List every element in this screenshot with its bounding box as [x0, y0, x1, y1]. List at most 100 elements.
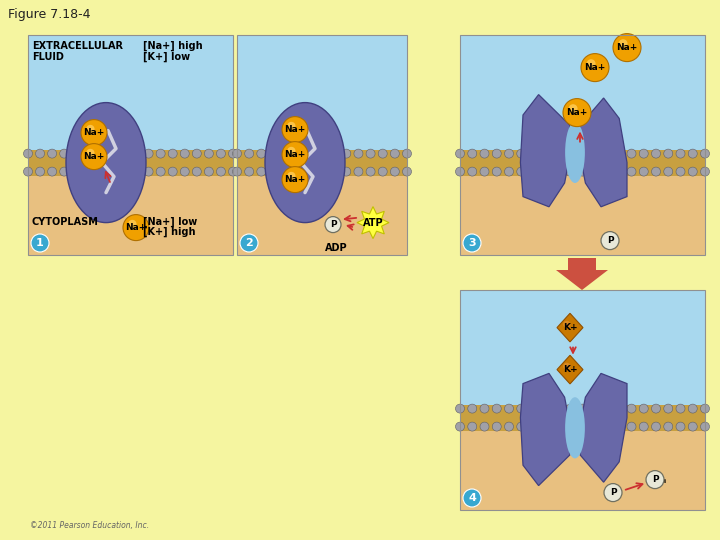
Circle shape	[563, 321, 570, 328]
Circle shape	[627, 149, 636, 158]
Circle shape	[468, 404, 477, 413]
Circle shape	[618, 39, 628, 48]
Circle shape	[615, 422, 624, 431]
Text: Na+: Na+	[84, 152, 104, 161]
Circle shape	[192, 149, 202, 158]
Circle shape	[287, 172, 295, 180]
Circle shape	[305, 167, 315, 176]
Circle shape	[402, 167, 412, 176]
Polygon shape	[580, 373, 627, 482]
Circle shape	[541, 422, 550, 431]
Circle shape	[168, 167, 177, 176]
Text: P: P	[330, 220, 336, 229]
Circle shape	[330, 149, 338, 158]
Bar	[28, 150, 233, 176]
Circle shape	[120, 149, 129, 158]
Circle shape	[96, 149, 105, 158]
Circle shape	[354, 167, 363, 176]
Circle shape	[581, 53, 609, 82]
Circle shape	[578, 422, 587, 431]
Circle shape	[128, 220, 137, 228]
Circle shape	[282, 167, 308, 193]
Circle shape	[31, 234, 49, 252]
Circle shape	[492, 149, 501, 158]
Circle shape	[305, 149, 315, 158]
Circle shape	[505, 404, 513, 413]
Circle shape	[578, 149, 587, 158]
Circle shape	[627, 422, 636, 431]
Circle shape	[505, 167, 513, 176]
Circle shape	[81, 119, 107, 146]
Circle shape	[505, 422, 513, 431]
Circle shape	[35, 149, 45, 158]
Circle shape	[688, 149, 697, 158]
Circle shape	[601, 232, 619, 249]
Circle shape	[578, 167, 587, 176]
Circle shape	[517, 404, 526, 413]
Text: CYTOPLASM: CYTOPLASM	[32, 217, 99, 227]
Circle shape	[664, 422, 672, 431]
Ellipse shape	[265, 103, 345, 222]
Polygon shape	[556, 258, 608, 290]
Bar	[28, 35, 233, 150]
Circle shape	[281, 167, 290, 176]
Circle shape	[566, 167, 575, 176]
Circle shape	[245, 167, 253, 176]
Circle shape	[688, 422, 697, 431]
Bar	[460, 35, 705, 150]
Circle shape	[86, 125, 94, 133]
Circle shape	[217, 167, 225, 176]
Circle shape	[517, 422, 526, 431]
Text: FLUID: FLUID	[32, 52, 64, 62]
Circle shape	[228, 167, 238, 176]
Circle shape	[257, 149, 266, 158]
Circle shape	[554, 404, 562, 413]
Circle shape	[652, 149, 660, 158]
Bar	[460, 290, 705, 404]
Circle shape	[233, 167, 241, 176]
Circle shape	[529, 422, 538, 431]
Text: 1: 1	[36, 238, 44, 248]
Text: Na+: Na+	[125, 223, 147, 232]
Circle shape	[402, 149, 412, 158]
Circle shape	[86, 149, 94, 157]
Circle shape	[480, 167, 489, 176]
Circle shape	[378, 149, 387, 158]
Text: Na+: Na+	[284, 125, 306, 134]
Circle shape	[480, 149, 489, 158]
Circle shape	[563, 99, 591, 126]
Bar	[460, 35, 705, 255]
Circle shape	[318, 149, 326, 158]
Circle shape	[168, 149, 177, 158]
Circle shape	[287, 122, 295, 130]
Circle shape	[204, 167, 213, 176]
Bar	[28, 35, 233, 255]
Bar	[460, 404, 705, 430]
Circle shape	[590, 167, 599, 176]
Circle shape	[468, 167, 477, 176]
Circle shape	[390, 167, 400, 176]
Bar	[237, 150, 407, 176]
Text: [K+] high: [K+] high	[143, 227, 196, 237]
Circle shape	[627, 167, 636, 176]
Circle shape	[123, 214, 149, 241]
Circle shape	[463, 234, 481, 252]
Text: Na+: Na+	[284, 175, 306, 184]
Text: Na+: Na+	[284, 150, 306, 159]
Circle shape	[281, 149, 290, 158]
Circle shape	[563, 363, 570, 370]
Circle shape	[676, 167, 685, 176]
Circle shape	[282, 117, 308, 143]
Circle shape	[144, 149, 153, 158]
Circle shape	[569, 104, 577, 113]
Circle shape	[293, 167, 302, 176]
Polygon shape	[521, 94, 570, 207]
Circle shape	[342, 149, 351, 158]
Circle shape	[217, 149, 225, 158]
Circle shape	[613, 33, 641, 62]
Circle shape	[287, 147, 295, 155]
Circle shape	[24, 149, 32, 158]
Text: Na+: Na+	[585, 63, 606, 72]
Circle shape	[604, 484, 622, 502]
Circle shape	[233, 149, 241, 158]
